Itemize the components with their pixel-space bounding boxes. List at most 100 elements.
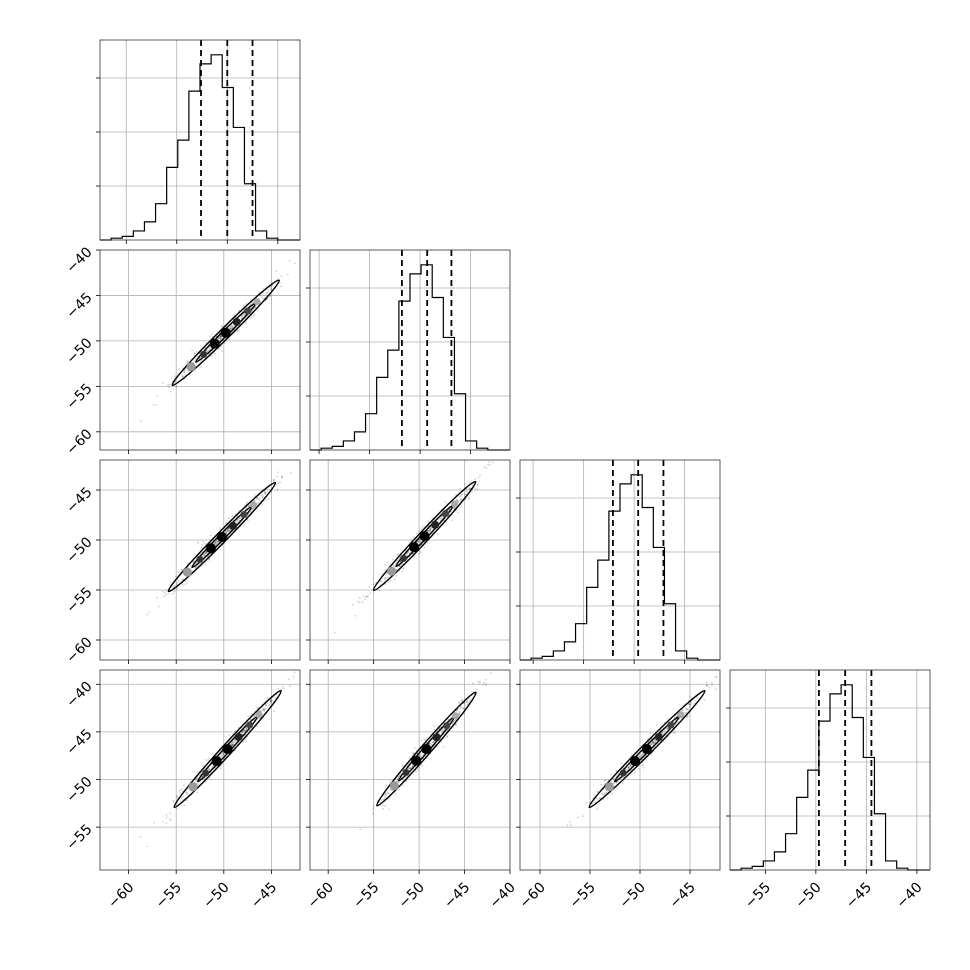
sample-point	[652, 742, 655, 745]
sample-point	[181, 583, 184, 586]
density-blob	[220, 327, 231, 338]
sample-point	[461, 493, 464, 496]
sample-point	[169, 819, 172, 822]
sample-point	[269, 701, 272, 703]
sample-point	[653, 741, 656, 744]
sample-point	[221, 350, 224, 352]
density-blob	[619, 769, 627, 777]
sample-point	[211, 333, 214, 336]
sample-point	[206, 350, 209, 353]
sample-point	[226, 530, 229, 532]
sample-point	[641, 764, 643, 767]
sample-point	[333, 631, 336, 634]
sample-point	[613, 782, 616, 785]
sample-point	[373, 805, 375, 808]
sample-point	[389, 579, 392, 582]
sample-point	[257, 502, 260, 504]
scatter-grid	[310, 460, 510, 660]
sample-point	[465, 700, 468, 703]
sample-point	[384, 577, 386, 579]
y-tick-label: −50	[63, 534, 95, 566]
sample-point	[238, 517, 241, 519]
sample-point	[213, 542, 216, 545]
sample-point	[685, 707, 688, 710]
sample-point	[272, 478, 275, 481]
scatter-content	[359, 672, 492, 831]
sample-point	[446, 718, 449, 721]
sample-point	[483, 681, 485, 684]
contour-outer	[171, 279, 280, 387]
sample-point	[464, 483, 467, 485]
sample-point	[275, 270, 278, 273]
sample-point	[411, 765, 413, 767]
sample-point	[282, 685, 284, 688]
sample-point	[263, 707, 266, 710]
sample-point	[455, 499, 458, 501]
sample-point	[155, 404, 158, 407]
sample-point	[169, 818, 172, 820]
sample-point	[176, 802, 179, 804]
sample-point	[419, 550, 421, 553]
sample-point	[242, 524, 245, 527]
sample-point	[491, 461, 494, 464]
sample-point	[200, 365, 202, 368]
density-blob	[205, 543, 216, 554]
sample-point	[365, 595, 368, 598]
scatter-grid	[100, 250, 300, 450]
sample-point	[594, 794, 596, 797]
sample-point	[229, 327, 232, 330]
panel-frame	[99, 459, 301, 661]
sample-point	[477, 476, 480, 479]
sample-point	[566, 824, 569, 827]
sample-point	[267, 291, 270, 294]
sample-point	[225, 530, 227, 532]
sample-point	[384, 792, 387, 795]
sample-point	[392, 564, 395, 567]
sample-point	[176, 587, 178, 590]
sample-point	[220, 337, 223, 339]
x-tick-label: −40	[893, 880, 925, 912]
sample-point	[402, 568, 405, 570]
density-blob	[200, 350, 208, 358]
scatter-panel-3-2	[519, 669, 721, 871]
panel-frame	[99, 669, 301, 871]
sample-point	[229, 326, 232, 329]
contour-outer	[372, 480, 477, 592]
sample-point	[183, 804, 186, 807]
sample-point	[215, 543, 217, 546]
sample-point	[651, 741, 654, 744]
sample-point	[676, 721, 679, 723]
sample-point	[487, 464, 489, 466]
sample-point	[172, 585, 174, 588]
sample-point	[652, 740, 655, 743]
sample-point	[454, 723, 457, 726]
sample-point	[620, 762, 623, 764]
panel-frame	[309, 669, 511, 871]
sample-point	[205, 550, 208, 553]
sample-point	[708, 686, 711, 689]
sample-point	[201, 546, 203, 549]
sample-point	[458, 713, 461, 715]
sample-point	[264, 708, 267, 710]
sample-point	[252, 508, 254, 511]
x-tick-label: −40	[487, 880, 519, 912]
sample-point	[630, 754, 633, 756]
sample-point	[232, 741, 234, 744]
sample-point	[139, 835, 142, 838]
sample-point	[193, 560, 195, 563]
sample-point	[714, 688, 717, 691]
sample-point	[183, 583, 186, 585]
sample-point	[220, 326, 223, 328]
sample-point	[205, 349, 208, 352]
sample-point	[430, 743, 433, 745]
sample-point	[603, 792, 606, 794]
sample-point	[429, 528, 432, 531]
sample-point	[228, 529, 231, 531]
sample-point	[218, 337, 221, 340]
sample-point	[650, 743, 652, 746]
sample-point	[181, 375, 184, 378]
scatter-panel-3-0	[99, 669, 301, 871]
sample-point	[569, 824, 572, 827]
sample-point	[429, 527, 432, 529]
sample-point	[219, 337, 222, 340]
